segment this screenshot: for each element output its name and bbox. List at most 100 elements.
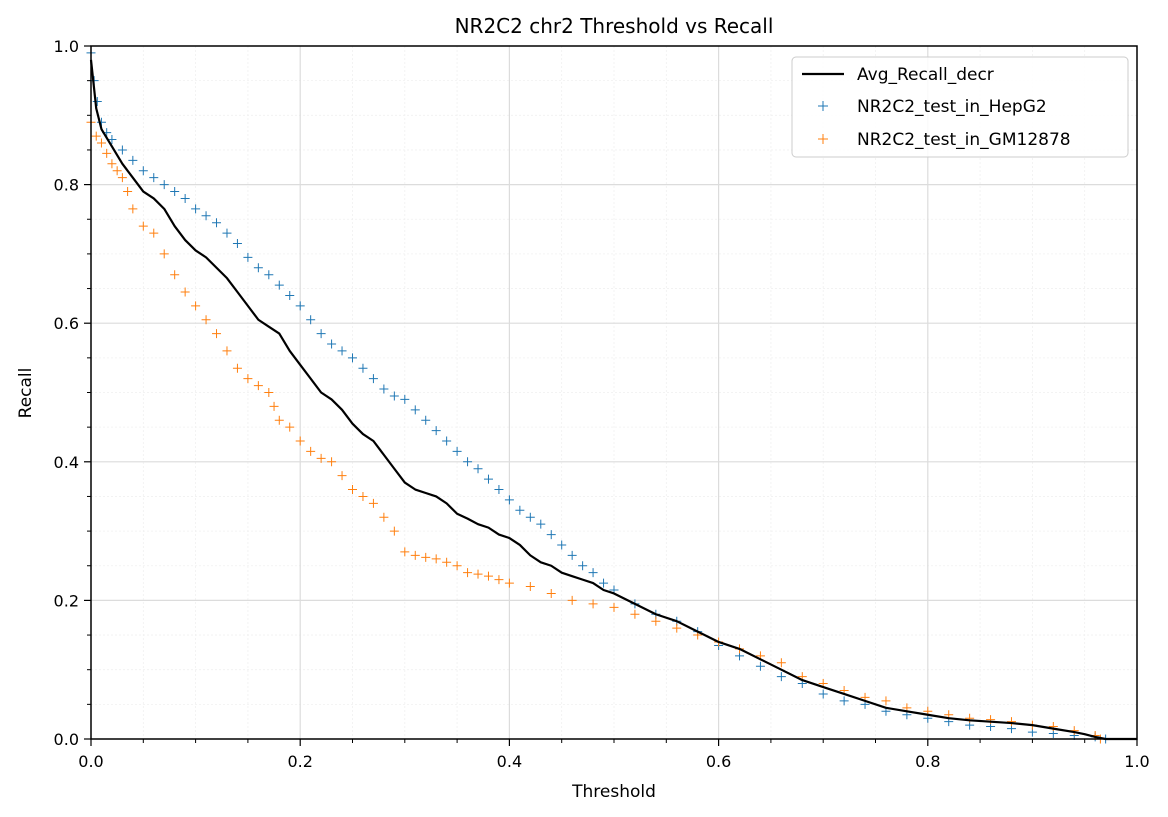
data-point xyxy=(504,578,514,588)
data-point xyxy=(515,505,525,515)
data-point xyxy=(180,193,190,203)
legend-box xyxy=(791,56,1129,158)
data-point xyxy=(651,616,661,626)
y-tick-label: 0.0 xyxy=(54,730,79,749)
data-point xyxy=(672,623,682,633)
data-point xyxy=(253,381,263,391)
y-tick-label: 0.8 xyxy=(54,176,79,195)
data-point xyxy=(452,561,462,571)
y-tick-label: 0.4 xyxy=(54,453,79,472)
y-tick-label: 1.0 xyxy=(54,37,79,56)
data-point xyxy=(755,661,765,671)
data-point xyxy=(117,145,127,155)
data-point xyxy=(107,159,117,169)
series-line-avg-recall-decr xyxy=(89,59,1137,741)
data-point xyxy=(128,204,138,214)
data-point xyxy=(295,436,305,446)
data-point xyxy=(368,374,378,384)
legend-marker-hepg2 xyxy=(818,101,828,111)
data-point xyxy=(128,155,138,165)
y-axis-title: Recall xyxy=(16,368,36,419)
data-point xyxy=(818,689,828,699)
data-point xyxy=(138,166,148,176)
x-tick-label: 0.4 xyxy=(497,752,522,771)
data-point xyxy=(599,578,609,588)
data-point xyxy=(274,415,284,425)
data-point xyxy=(232,363,242,373)
data-point xyxy=(253,263,263,273)
data-point xyxy=(358,491,368,501)
data-point xyxy=(170,187,180,197)
data-point xyxy=(159,249,169,259)
data-point xyxy=(536,519,546,529)
data-point xyxy=(102,148,112,158)
data-point xyxy=(410,550,420,560)
data-point xyxy=(123,187,133,197)
data-point xyxy=(431,554,441,564)
series-points-nr2c2-test-in-gm12878 xyxy=(86,117,1105,744)
minor-grid xyxy=(91,46,1137,739)
data-point xyxy=(588,568,598,578)
data-point xyxy=(494,575,504,585)
data-point xyxy=(379,384,389,394)
data-point xyxy=(316,453,326,463)
data-point xyxy=(201,315,211,325)
data-point xyxy=(295,301,305,311)
data-point xyxy=(348,353,357,363)
x-tick-label: 0.8 xyxy=(915,752,940,771)
data-point xyxy=(421,552,431,562)
data-point xyxy=(306,446,316,456)
data-point xyxy=(442,436,452,446)
data-point xyxy=(473,569,483,579)
data-point xyxy=(191,301,201,311)
data-point xyxy=(117,173,127,183)
data-point xyxy=(191,204,201,214)
data-point xyxy=(483,474,493,484)
data-point xyxy=(504,495,514,505)
data-point xyxy=(159,180,169,190)
data-point xyxy=(463,457,473,467)
data-point xyxy=(379,512,389,522)
data-point xyxy=(463,568,473,578)
data-point xyxy=(609,602,619,612)
x-tick-label: 0.0 xyxy=(78,752,103,771)
data-point xyxy=(96,138,106,148)
data-point xyxy=(358,363,368,373)
axis-ticks xyxy=(84,45,1138,746)
data-point xyxy=(1006,717,1016,727)
data-point xyxy=(410,405,420,415)
data-point xyxy=(274,280,284,290)
data-point xyxy=(91,131,101,141)
data-point xyxy=(578,561,588,571)
data-point xyxy=(557,540,567,550)
data-point xyxy=(180,287,190,297)
data-point xyxy=(400,394,410,404)
data-point xyxy=(222,346,232,356)
data-point xyxy=(400,547,410,557)
data-point xyxy=(327,339,337,349)
data-point xyxy=(494,485,504,495)
data-point xyxy=(776,658,786,668)
data-point xyxy=(170,270,180,280)
data-point xyxy=(138,221,148,231)
legend-marker-gm12878 xyxy=(818,134,828,144)
data-point xyxy=(212,218,222,228)
data-point xyxy=(264,270,274,280)
legend-label-avg: Avg_Recall_decr xyxy=(857,65,994,85)
data-point xyxy=(389,391,399,401)
legend-label-gm12878: NR2C2_test_in_GM12878 xyxy=(857,130,1071,150)
data-point xyxy=(285,290,295,300)
data-point xyxy=(525,582,535,592)
data-point xyxy=(452,446,462,456)
x-tick-label: 1.0 xyxy=(1124,752,1149,771)
data-point xyxy=(92,96,102,106)
data-point xyxy=(588,599,598,609)
y-tick-label: 0.2 xyxy=(54,591,79,610)
data-point xyxy=(546,588,556,598)
data-point xyxy=(243,374,253,384)
y-tick-labels: 0.0 0.2 0.4 0.6 0.8 1.0 xyxy=(54,37,79,749)
data-point xyxy=(201,211,211,221)
x-tick-label: 0.6 xyxy=(706,752,731,771)
data-point xyxy=(776,672,786,682)
data-point xyxy=(630,609,640,619)
